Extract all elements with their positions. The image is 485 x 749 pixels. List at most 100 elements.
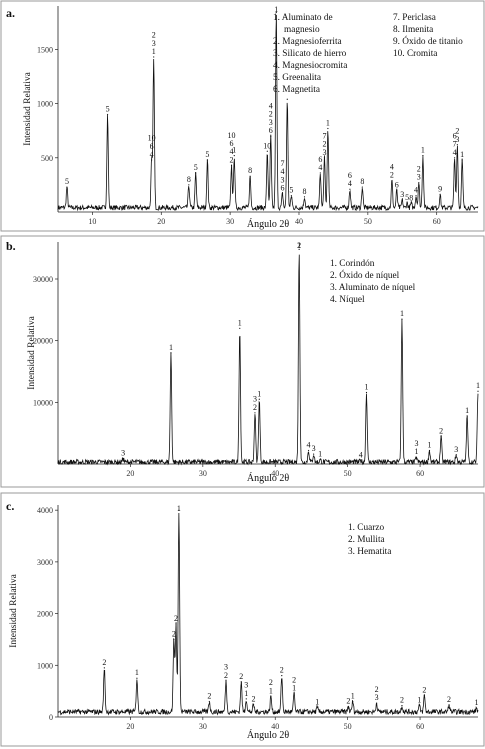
peak-label: 3 [375, 693, 379, 702]
x-axis-label: Ángulo 2θ [247, 729, 290, 741]
peak-label: 10 [263, 141, 271, 150]
peak-label: 3 [322, 148, 326, 157]
peak-point [254, 412, 256, 414]
peak-point [188, 184, 190, 186]
peak-point [298, 248, 300, 250]
legend-entry: 9. Óxido de titanio [393, 35, 463, 47]
peak-label: 1 [475, 698, 479, 707]
peak-label: 4 [359, 450, 363, 459]
peak-point [376, 702, 378, 704]
peak-point [151, 159, 153, 161]
y-tick-label: 1500 [37, 45, 53, 54]
x-tick-label: 60 [433, 217, 441, 226]
x-tick-label: 60 [416, 722, 424, 731]
legend-entry: 4. Magnesiocromita [273, 61, 347, 71]
peak-label: 2 [390, 171, 394, 180]
peak-point [153, 56, 155, 58]
peak-label: 10 [228, 131, 236, 140]
peak-label: 4 [307, 440, 311, 449]
peak-label: 6 [348, 171, 352, 180]
y-tick-label: 10000 [33, 398, 53, 407]
peak-point [406, 202, 408, 204]
peak-point [347, 706, 349, 708]
peak-point [327, 127, 329, 130]
peak-point [410, 202, 412, 204]
peak-label: 4 [150, 150, 154, 159]
peak-point [352, 700, 354, 703]
peak-label: 3 [417, 173, 421, 182]
peak-label: 4 [414, 186, 418, 195]
peak-point [290, 195, 293, 197]
peak-label: 5 [405, 193, 409, 202]
x-tick-label: 30 [199, 469, 207, 478]
peak-label: 1 [269, 686, 273, 695]
peak-label: 4 [390, 162, 394, 171]
peak-label: 3 [152, 39, 156, 48]
peak-label: 1 [465, 406, 469, 415]
peak-point [401, 705, 403, 707]
peak-label: 3 [244, 681, 248, 690]
peak-label: 6 [318, 155, 322, 164]
peak-point [477, 390, 479, 392]
peak-point [349, 188, 351, 190]
peak-point [136, 677, 138, 679]
peak-point [106, 113, 109, 116]
peak-point [360, 459, 362, 461]
peak-point [466, 415, 468, 417]
peak-label: 3 [224, 663, 228, 672]
peak-label: 2 [152, 31, 156, 40]
peak-label: 2 [447, 695, 451, 704]
peak-label: 8 [360, 177, 364, 186]
peak-label: 1 [364, 382, 368, 391]
peak-label: 6 [453, 131, 457, 140]
peak-point [401, 199, 403, 201]
peak-point [396, 189, 398, 191]
legend-entry: 8. Ilmenita [393, 25, 433, 35]
peak-point [439, 194, 441, 196]
peak-label: 2 [207, 691, 211, 700]
peak-label: 4 [348, 179, 352, 188]
y-axis-label: Intensidad Relativa [23, 71, 33, 145]
diffractogram-line [57, 14, 479, 212]
peak-label: 8 [302, 187, 306, 196]
peak-label: 1 [238, 318, 242, 327]
y-tick-label: 4000 [37, 506, 53, 515]
x-tick-label: 10 [88, 217, 96, 226]
peak-point [258, 398, 260, 400]
peak-point [313, 453, 315, 455]
peak-label: 3 [400, 190, 404, 199]
peak-point [249, 175, 251, 177]
peak-label: 2 [422, 685, 426, 694]
peak-point [475, 707, 478, 709]
peak-label: 2 [439, 426, 443, 435]
xrd-panel-1: 10 20 30 40 50 60 500 1000 1500 Ángulo 2θ Intensid… [0, 0, 485, 232]
peak-point [233, 155, 235, 157]
peak-point [428, 449, 431, 452]
peak-point [225, 680, 227, 682]
peak-label: 2 [400, 696, 404, 705]
peak-label: 1 [421, 146, 425, 155]
diffractogram-line [57, 254, 479, 466]
peak-point [319, 459, 321, 461]
peak-point [270, 695, 272, 697]
peak-label: 4 [269, 102, 273, 111]
peak-point [361, 186, 363, 188]
peak-label: 5 [65, 177, 69, 186]
peak-label: 3 [455, 135, 459, 144]
peak-label: 1 [326, 119, 330, 128]
peak-label: 1 [292, 684, 296, 693]
peak-label: 2 [417, 165, 421, 174]
peak-label: 2 [230, 155, 234, 164]
peak-label: 1 [244, 689, 248, 698]
panel-frame [0, 0, 485, 232]
peak-label: 3 [269, 118, 273, 127]
peak-point [266, 150, 268, 152]
peak-point [415, 195, 417, 197]
peak-label: 1 [135, 668, 139, 677]
peak-label: 2 [280, 666, 284, 675]
peak-point [281, 192, 284, 195]
legend-entry: 4. Níquel [330, 295, 365, 305]
peak-label: 1 [476, 381, 480, 390]
legend-entry: 3. Aluminato de níquel [330, 283, 416, 293]
